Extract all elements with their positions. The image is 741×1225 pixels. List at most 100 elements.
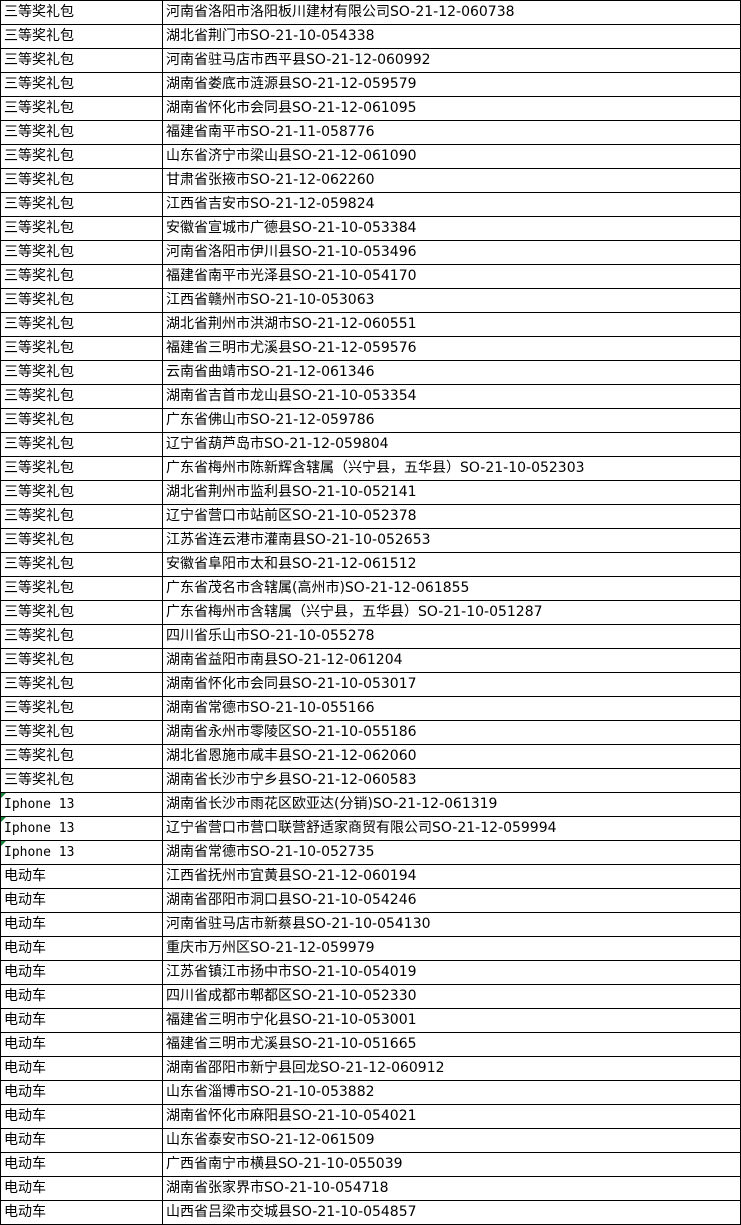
prize-cell[interactable]: 三等奖礼包 bbox=[0, 384, 163, 409]
prize-cell[interactable]: 三等奖礼包 bbox=[0, 672, 163, 697]
customer-order-cell[interactable]: 河南省洛阳市洛阳板川建材有限公司SO-21-12-060738 bbox=[162, 0, 741, 25]
prize-cell[interactable]: 电动车 bbox=[0, 888, 163, 913]
customer-order-cell[interactable]: 河南省驻马店市西平县SO-21-12-060992 bbox=[162, 48, 741, 73]
prize-cell[interactable]: 三等奖礼包 bbox=[0, 120, 163, 145]
customer-order-cell[interactable]: 江西省吉安市SO-21-12-059824 bbox=[162, 192, 741, 217]
prize-cell[interactable]: 三等奖礼包 bbox=[0, 720, 163, 745]
prize-cell[interactable]: 电动车 bbox=[0, 936, 163, 961]
customer-order-cell[interactable]: 福建省三明市尤溪县SO-21-12-059576 bbox=[162, 336, 741, 361]
customer-order-cell[interactable]: 广东省佛山市SO-21-12-059786 bbox=[162, 408, 741, 433]
prize-cell[interactable]: 电动车 bbox=[0, 960, 163, 985]
prize-cell[interactable]: 三等奖礼包 bbox=[0, 96, 163, 121]
prize-cell[interactable]: 三等奖礼包 bbox=[0, 456, 163, 481]
customer-order-cell[interactable]: 山西省吕梁市交城县SO-21-10-054857 bbox=[162, 1200, 741, 1225]
customer-order-cell[interactable]: 湖北省恩施市咸丰县SO-21-12-062060 bbox=[162, 744, 741, 769]
prize-cell[interactable]: 三等奖礼包 bbox=[0, 336, 163, 361]
prize-cell[interactable]: 三等奖礼包 bbox=[0, 144, 163, 169]
customer-order-cell[interactable]: 湖南省邵阳市新宁县回龙SO-21-12-060912 bbox=[162, 1056, 741, 1081]
customer-order-cell[interactable]: 湖南省邵阳市洞口县SO-21-10-054246 bbox=[162, 888, 741, 913]
prize-cell[interactable]: 电动车 bbox=[0, 1008, 163, 1033]
prize-cell[interactable]: 电动车 bbox=[0, 1104, 163, 1129]
customer-order-cell[interactable]: 辽宁省营口市站前区SO-21-10-052378 bbox=[162, 504, 741, 529]
customer-order-cell[interactable]: 安徽省阜阳市太和县SO-21-12-061512 bbox=[162, 552, 741, 577]
customer-order-cell[interactable]: 甘肃省张掖市SO-21-12-062260 bbox=[162, 168, 741, 193]
prize-cell[interactable]: 三等奖礼包 bbox=[0, 312, 163, 337]
customer-order-cell[interactable]: 辽宁省营口市营口联营舒适家商贸有限公司SO-21-12-059994 bbox=[162, 816, 741, 841]
customer-order-cell[interactable]: 湖南省常德市SO-21-10-055166 bbox=[162, 696, 741, 721]
prize-cell[interactable]: 电动车 bbox=[0, 912, 163, 937]
customer-order-cell[interactable]: 广西省南宁市横县SO-21-10-055039 bbox=[162, 1152, 741, 1177]
prize-cell[interactable]: 电动车 bbox=[0, 864, 163, 889]
customer-order-cell[interactable]: 福建省南平市SO-21-11-058776 bbox=[162, 120, 741, 145]
customer-order-cell[interactable]: 江苏省镇江市扬中市SO-21-10-054019 bbox=[162, 960, 741, 985]
prize-cell[interactable]: 三等奖礼包 bbox=[0, 576, 163, 601]
customer-order-cell[interactable]: 广东省梅州市含辖属（兴宁县，五华县）SO-21-10-051287 bbox=[162, 600, 741, 625]
customer-order-cell[interactable]: 湖南省张家界市SO-21-10-054718 bbox=[162, 1176, 741, 1201]
prize-cell[interactable]: 三等奖礼包 bbox=[0, 648, 163, 673]
customer-order-cell[interactable]: 福建省南平市光泽县SO-21-10-054170 bbox=[162, 264, 741, 289]
customer-order-cell[interactable]: 广东省茂名市含辖属(高州市)SO-21-12-061855 bbox=[162, 576, 741, 601]
prize-cell[interactable]: 三等奖礼包 bbox=[0, 408, 163, 433]
customer-order-cell[interactable]: 河南省洛阳市伊川县SO-21-10-053496 bbox=[162, 240, 741, 265]
prize-cell[interactable]: 三等奖礼包 bbox=[0, 432, 163, 457]
customer-order-cell[interactable]: 辽宁省葫芦岛市SO-21-12-059804 bbox=[162, 432, 741, 457]
prize-cell[interactable]: 电动车 bbox=[0, 1080, 163, 1105]
prize-cell[interactable]: 三等奖礼包 bbox=[0, 192, 163, 217]
customer-order-cell[interactable]: 湖南省娄底市涟源县SO-21-12-059579 bbox=[162, 72, 741, 97]
customer-order-cell[interactable]: 重庆市万州区SO-21-12-059979 bbox=[162, 936, 741, 961]
customer-order-cell[interactable]: 安徽省宣城市广德县SO-21-10-053384 bbox=[162, 216, 741, 241]
customer-order-cell[interactable]: 山东省泰安市SO-21-12-061509 bbox=[162, 1128, 741, 1153]
customer-order-cell[interactable]: 山东省淄博市SO-21-10-053882 bbox=[162, 1080, 741, 1105]
prize-cell[interactable]: 电动车 bbox=[0, 1152, 163, 1177]
customer-order-cell[interactable]: 湖南省怀化市会同县SO-21-12-061095 bbox=[162, 96, 741, 121]
customer-order-cell[interactable]: 云南省曲靖市SO-21-12-061346 bbox=[162, 360, 741, 385]
prize-cell[interactable]: 三等奖礼包 bbox=[0, 264, 163, 289]
prize-cell[interactable]: Iphone 13 bbox=[0, 792, 163, 817]
customer-order-cell[interactable]: 湖北省荆州市监利县SO-21-10-052141 bbox=[162, 480, 741, 505]
prize-cell[interactable]: 电动车 bbox=[0, 1032, 163, 1057]
customer-order-cell[interactable]: 福建省三明市宁化县SO-21-10-053001 bbox=[162, 1008, 741, 1033]
customer-order-cell[interactable]: 四川省乐山市SO-21-10-055278 bbox=[162, 624, 741, 649]
customer-order-cell[interactable]: 江西省赣州市SO-21-10-053063 bbox=[162, 288, 741, 313]
customer-order-cell[interactable]: 湖南省常德市SO-21-10-052735 bbox=[162, 840, 741, 865]
prize-cell[interactable]: 三等奖礼包 bbox=[0, 48, 163, 73]
customer-order-cell[interactable]: 四川省成都市郫都区SO-21-10-052330 bbox=[162, 984, 741, 1009]
prize-cell[interactable]: 三等奖礼包 bbox=[0, 480, 163, 505]
prize-cell[interactable]: 三等奖礼包 bbox=[0, 288, 163, 313]
prize-cell[interactable]: Iphone 13 bbox=[0, 816, 163, 841]
customer-order-cell[interactable]: 湖南省吉首市龙山县SO-21-10-053354 bbox=[162, 384, 741, 409]
prize-cell[interactable]: 三等奖礼包 bbox=[0, 624, 163, 649]
prize-cell[interactable]: 三等奖礼包 bbox=[0, 552, 163, 577]
prize-cell[interactable]: 三等奖礼包 bbox=[0, 696, 163, 721]
customer-order-cell[interactable]: 湖南省怀化市会同县SO-21-10-053017 bbox=[162, 672, 741, 697]
prize-cell[interactable]: 三等奖礼包 bbox=[0, 360, 163, 385]
customer-order-cell[interactable]: 湖南省长沙市宁乡县SO-21-12-060583 bbox=[162, 768, 741, 793]
customer-order-cell[interactable]: 湖南省怀化市麻阳县SO-21-10-054021 bbox=[162, 1104, 741, 1129]
prize-cell[interactable]: 三等奖礼包 bbox=[0, 600, 163, 625]
prize-cell[interactable]: 三等奖礼包 bbox=[0, 768, 163, 793]
prize-cell[interactable]: 电动车 bbox=[0, 984, 163, 1009]
prize-cell[interactable]: 三等奖礼包 bbox=[0, 504, 163, 529]
prize-cell[interactable]: 电动车 bbox=[0, 1176, 163, 1201]
customer-order-cell[interactable]: 河南省驻马店市新蔡县SO-21-10-054130 bbox=[162, 912, 741, 937]
customer-order-cell[interactable]: 湖南省永州市零陵区SO-21-10-055186 bbox=[162, 720, 741, 745]
customer-order-cell[interactable]: 广东省梅州市陈新辉含辖属（兴宁县，五华县）SO-21-10-052303 bbox=[162, 456, 741, 481]
prize-cell[interactable]: 三等奖礼包 bbox=[0, 744, 163, 769]
prize-cell[interactable]: Iphone 13 bbox=[0, 840, 163, 865]
prize-cell[interactable]: 三等奖礼包 bbox=[0, 72, 163, 97]
prize-cell[interactable]: 三等奖礼包 bbox=[0, 0, 163, 25]
prize-cell[interactable]: 电动车 bbox=[0, 1056, 163, 1081]
customer-order-cell[interactable]: 江苏省连云港市灌南县SO-21-10-052653 bbox=[162, 528, 741, 553]
prize-cell[interactable]: 三等奖礼包 bbox=[0, 528, 163, 553]
prize-cell[interactable]: 三等奖礼包 bbox=[0, 168, 163, 193]
customer-order-cell[interactable]: 湖北省荆州市洪湖市SO-21-12-060551 bbox=[162, 312, 741, 337]
customer-order-cell[interactable]: 山东省济宁市梁山县SO-21-12-061090 bbox=[162, 144, 741, 169]
prize-cell[interactable]: 三等奖礼包 bbox=[0, 216, 163, 241]
prize-cell[interactable]: 三等奖礼包 bbox=[0, 24, 163, 49]
customer-order-cell[interactable]: 江西省抚州市宜黄县SO-21-12-060194 bbox=[162, 864, 741, 889]
prize-cell[interactable]: 三等奖礼包 bbox=[0, 240, 163, 265]
customer-order-cell[interactable]: 湖南省益阳市南县SO-21-12-061204 bbox=[162, 648, 741, 673]
prize-cell[interactable]: 电动车 bbox=[0, 1200, 163, 1225]
customer-order-cell[interactable]: 湖南省长沙市雨花区欧亚达(分销)SO-21-12-061319 bbox=[162, 792, 741, 817]
customer-order-cell[interactable]: 福建省三明市尤溪县SO-21-10-051665 bbox=[162, 1032, 741, 1057]
